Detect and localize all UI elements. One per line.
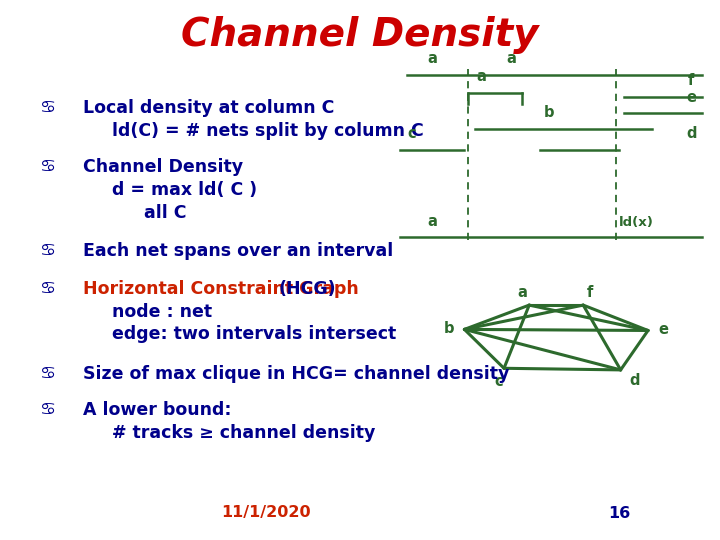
Text: f: f bbox=[688, 73, 694, 89]
Text: b: b bbox=[444, 321, 454, 336]
Text: ld(x): ld(x) bbox=[619, 215, 654, 229]
Text: edge: two intervals intersect: edge: two intervals intersect bbox=[112, 325, 396, 343]
Text: ♋: ♋ bbox=[40, 158, 55, 177]
Text: e: e bbox=[686, 90, 696, 105]
Text: ♋: ♋ bbox=[40, 364, 55, 383]
Text: ♋: ♋ bbox=[40, 99, 55, 117]
Text: Each net spans over an interval: Each net spans over an interval bbox=[83, 242, 393, 260]
Text: a: a bbox=[427, 214, 437, 229]
Text: (HCG): (HCG) bbox=[279, 280, 336, 298]
Text: a: a bbox=[476, 69, 486, 84]
Text: ♋: ♋ bbox=[40, 280, 55, 298]
Text: c: c bbox=[494, 374, 503, 389]
Text: e: e bbox=[659, 322, 669, 337]
Text: f: f bbox=[588, 285, 593, 300]
Text: ♋: ♋ bbox=[40, 401, 55, 420]
Text: ld(C) = # nets split by column C: ld(C) = # nets split by column C bbox=[112, 122, 423, 140]
Text: Horizontal Constraint Graph: Horizontal Constraint Graph bbox=[83, 280, 359, 298]
Text: a: a bbox=[506, 51, 516, 66]
Text: Channel Density: Channel Density bbox=[83, 158, 243, 177]
Text: Channel Density: Channel Density bbox=[181, 16, 539, 54]
Text: b: b bbox=[544, 105, 554, 120]
Text: A lower bound:: A lower bound: bbox=[83, 401, 231, 420]
Text: all C: all C bbox=[144, 204, 186, 222]
Text: 11/1/2020: 11/1/2020 bbox=[222, 505, 311, 521]
Text: # tracks ≥ channel density: # tracks ≥ channel density bbox=[112, 424, 375, 442]
Text: a: a bbox=[517, 285, 527, 300]
Text: c: c bbox=[408, 126, 416, 141]
Text: ♋: ♋ bbox=[40, 242, 55, 260]
Text: a: a bbox=[427, 51, 437, 66]
Text: Size of max clique in HCG= channel density: Size of max clique in HCG= channel densi… bbox=[83, 364, 509, 383]
Text: d = max ld( C ): d = max ld( C ) bbox=[112, 181, 257, 199]
Text: Local density at column C: Local density at column C bbox=[83, 99, 334, 117]
Text: d: d bbox=[686, 126, 696, 141]
Text: d: d bbox=[630, 373, 640, 388]
Text: node : net: node : net bbox=[112, 302, 212, 321]
Text: 16: 16 bbox=[608, 505, 630, 521]
